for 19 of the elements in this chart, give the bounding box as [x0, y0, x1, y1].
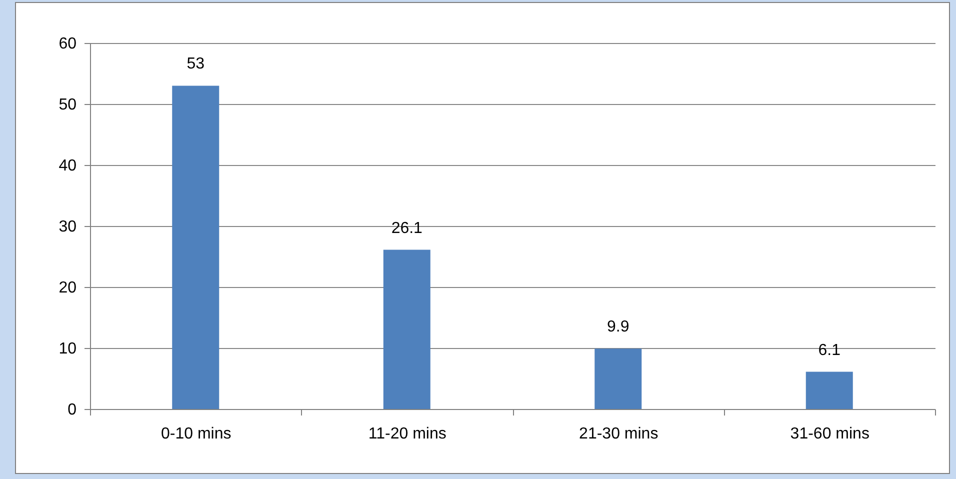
x-tick-label: 0-10 mins	[161, 426, 232, 442]
y-tick-label: 0	[68, 402, 77, 418]
bar	[594, 348, 642, 409]
y-tick-label: 10	[58, 340, 77, 358]
y-tick-label: 20	[58, 280, 77, 296]
bar	[806, 372, 853, 409]
data-label: 9.9	[607, 318, 630, 336]
x-tick-label: 31-60 mins	[790, 426, 870, 442]
y-tick-label: 50	[58, 96, 77, 114]
data-label: 6.1	[818, 342, 841, 359]
bar	[172, 86, 220, 409]
y-tick-label: 60	[58, 36, 77, 52]
y-tick-label: 30	[58, 218, 77, 236]
data-label: 53	[186, 56, 205, 73]
bar	[383, 250, 430, 409]
data-label: 26.1	[391, 220, 423, 237]
y-tick-label: 40	[58, 158, 77, 174]
x-tick-label: 21-30 mins	[579, 426, 658, 442]
x-tick-label: 11-20 mins	[368, 426, 446, 442]
